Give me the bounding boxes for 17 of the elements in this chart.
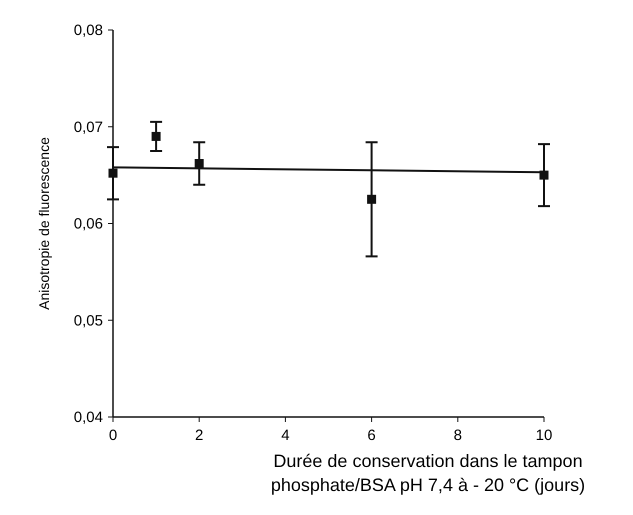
x-tick-label: 6 xyxy=(367,427,376,444)
y-tick-label: 0,08 xyxy=(74,22,103,39)
y-axis-title: Anisotropie de fluorescence xyxy=(36,136,52,310)
y-tick-label: 0,04 xyxy=(74,409,103,426)
x-tick-label: 2 xyxy=(195,427,204,444)
x-tick-label: 0 xyxy=(108,427,118,444)
y-tick-label: 0,05 xyxy=(74,312,103,330)
y-tick-label: 0,06 xyxy=(74,216,103,232)
x-axis-title: Durée de conservation dans le tampon phosphate/BSA pH 7,4 à - 20 °C (jours) xyxy=(270,451,586,495)
point xyxy=(367,194,376,204)
x-tick-label: 10 xyxy=(536,427,552,444)
y-tick-label: 0,07 xyxy=(74,118,103,136)
point xyxy=(194,159,204,168)
x-tick-label: 4 xyxy=(281,427,290,444)
x-tick-label: 8 xyxy=(454,427,462,444)
point xyxy=(108,168,118,178)
point xyxy=(152,132,161,141)
